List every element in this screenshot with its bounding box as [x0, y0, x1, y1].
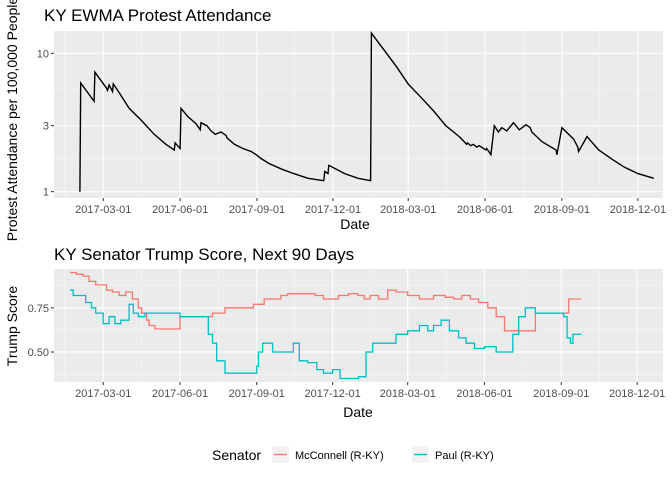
legend-label: McConnell (R-KY) [295, 450, 384, 462]
legend-label: Paul (R-KY) [435, 450, 494, 462]
x-tick-label: 2017-12-01 [305, 204, 361, 216]
chart2-grid [54, 269, 663, 382]
series-line-0 [69, 271, 582, 332]
chart1-panel [54, 31, 663, 198]
legend-title: Senator [212, 447, 261, 463]
x-tick-label: 2018-06-01 [456, 388, 512, 400]
chart2-legend: Senator McConnell (R-KY) Paul (R-KY) [212, 446, 494, 463]
x-tick-label: 2017-09-01 [229, 204, 285, 216]
series-line-1 [69, 289, 582, 380]
y-tick-label: 10 [37, 48, 49, 60]
y-tick-label: 0.75 [28, 303, 49, 315]
x-tick-label: 2017-06-01 [152, 388, 208, 400]
x-tick-label: 2017-03-01 [75, 204, 131, 216]
x-tick-label: 2017-12-01 [304, 388, 360, 400]
chart1-series-line [79, 31, 654, 192]
chart2-group: KY Senator Trump Score, Next 90 Days 201… [4, 245, 665, 420]
x-tick-label: 2017-03-01 [75, 388, 131, 400]
chart1-x-ticks: 2017-03-01 2017-06-01 2017-09-01 2017-12-01… [75, 198, 666, 216]
chart2-x-ticks: 2017-03-01 2017-06-01 2017-09-01 2017-12-01… [75, 382, 665, 400]
x-tick-label: 2018-09-01 [534, 204, 590, 216]
chart2-title: KY Senator Trump Score, Next 90 Days [54, 245, 354, 264]
x-tick-label: 2018-03-01 [380, 204, 436, 216]
x-tick-label: 2017-09-01 [229, 388, 285, 400]
y-tick-label: 0.50 [28, 347, 49, 359]
chart1-group: KY EWMA Protest Attendance 2017-03-01 201… [4, 0, 666, 241]
x-tick-label: 2018-09-01 [533, 388, 589, 400]
chart1-grid [54, 31, 663, 198]
x-tick-label: 2018-12-01 [609, 388, 665, 400]
y-tick-label: 1 [43, 187, 49, 199]
chart1-y-axis-label: Protest Attendance per 100,000 People [4, 0, 20, 241]
chart2-series-lines [69, 271, 582, 380]
x-tick-label: 2018-06-01 [457, 204, 513, 216]
x-tick-label: 2018-03-01 [380, 388, 436, 400]
chart1-y-ticks: 1 3 10 [37, 48, 54, 199]
chart1-x-axis-label: Date [340, 216, 370, 232]
chart2-y-axis-label: Trump Score [4, 286, 20, 367]
legend-items: McConnell (R-KY) Paul (R-KY) [272, 446, 494, 463]
chart1-title: KY EWMA Protest Attendance [44, 6, 271, 25]
x-tick-label: 2018-12-01 [610, 204, 666, 216]
x-tick-label: 2017-06-01 [152, 204, 208, 216]
y-tick-label: 3 [43, 121, 49, 133]
chart2-x-axis-label: Date [343, 404, 373, 420]
chart2-y-ticks: 0.50 0.75 [28, 303, 54, 359]
